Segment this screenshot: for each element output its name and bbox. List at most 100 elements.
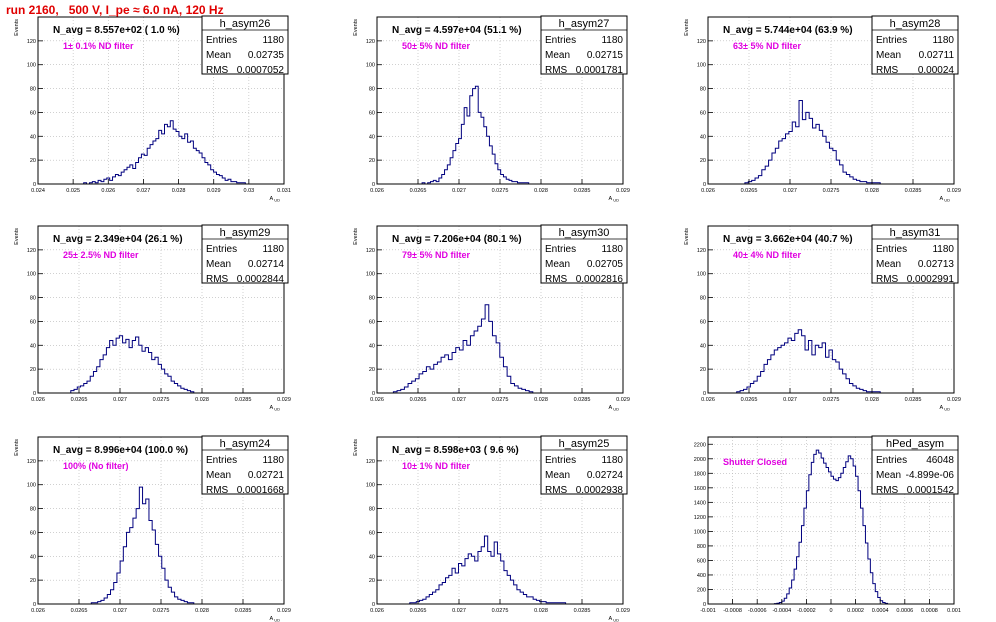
y-tick-label: 120 bbox=[27, 248, 36, 254]
x-tick-label: 0.0285 bbox=[574, 608, 591, 614]
stats-value: 0.0001668 bbox=[237, 485, 285, 496]
x-tick-label: 0.026 bbox=[370, 608, 384, 614]
y-tick-label: 80 bbox=[369, 87, 375, 93]
stats-value: 0.02711 bbox=[919, 50, 955, 61]
histogram-panel-h_asym30: 0.026 0.0265 0.027 0.0275 0.028 0.0285 0.029 0 2… bbox=[353, 224, 630, 412]
y-tick-label: 40 bbox=[30, 554, 36, 560]
y-tick-label: 80 bbox=[700, 296, 706, 302]
stats-box-title: h_asym28 bbox=[890, 18, 941, 30]
histogram-line-h_asym29 bbox=[70, 335, 195, 393]
x-tick-label: 0.0265 bbox=[410, 608, 427, 614]
x-tick-label: 0.0285 bbox=[574, 397, 591, 403]
filter-annotation: 40± 4% ND filter bbox=[733, 250, 801, 260]
y-axis-label: Events bbox=[353, 439, 359, 456]
y-tick-label: 20 bbox=[369, 158, 375, 164]
y-tick-label: 1000 bbox=[694, 529, 706, 535]
stats-box bbox=[201, 435, 289, 495]
x-tick-label: 0.0008 bbox=[921, 608, 938, 614]
filter-annotation: Shutter Closed bbox=[723, 457, 787, 467]
x-tick-label: -0.0008 bbox=[723, 608, 742, 614]
filter-annotation: 1± 0.1% ND filter bbox=[63, 41, 134, 51]
y-tick-label: 0 bbox=[33, 391, 36, 397]
x-tick-label: 0.0265 bbox=[71, 397, 88, 403]
y-tick-label: 40 bbox=[369, 554, 375, 560]
stats-box bbox=[201, 224, 289, 284]
stats-value: 1180 bbox=[262, 35, 284, 46]
stats-value: 46048 bbox=[926, 455, 954, 466]
y-tick-label: 200 bbox=[697, 587, 706, 593]
x-tick-label: 0.0265 bbox=[410, 188, 427, 194]
y-tick-label: 100 bbox=[27, 272, 36, 278]
y-axis-label: Events bbox=[14, 439, 20, 456]
x-tick-label: 0.0275 bbox=[823, 188, 840, 194]
filter-annotation: 63± 5% ND filter bbox=[733, 41, 801, 51]
x-tick-label: 0.028 bbox=[172, 188, 186, 194]
stats-value: 1180 bbox=[601, 35, 623, 46]
panel-title-navg: N_avg = 4.597e+04 (51.1 %) bbox=[392, 25, 522, 36]
y-tick-label: 400 bbox=[697, 573, 706, 579]
y-tick-label: 120 bbox=[366, 459, 375, 465]
stats-box bbox=[540, 15, 628, 75]
x-tick-label: 0.0002 bbox=[847, 608, 864, 614]
x-axis-label-subscript: UD bbox=[943, 407, 950, 412]
stats-label: Mean bbox=[545, 50, 570, 61]
y-tick-label: 120 bbox=[366, 248, 375, 254]
x-tick-label: 0.0006 bbox=[896, 608, 913, 614]
x-axis-label-subscript: UD bbox=[943, 198, 950, 203]
stats-value: 0.0001542 bbox=[907, 485, 955, 496]
histogram-line-h_asym25 bbox=[409, 535, 567, 604]
x-tick-label: 0.028 bbox=[195, 608, 209, 614]
panel-title-navg: N_avg = 5.744e+04 (63.9 %) bbox=[723, 25, 853, 36]
x-tick-label: 0.029 bbox=[616, 188, 630, 194]
x-tick-label: 0.0285 bbox=[905, 397, 922, 403]
x-axis-label: A UD bbox=[269, 405, 280, 412]
x-tick-label: 0.001 bbox=[947, 608, 961, 614]
x-tick-label: 0.028 bbox=[865, 188, 879, 194]
y-tick-label: 0 bbox=[372, 182, 375, 188]
panel-title-navg: N_avg = 7.206e+04 (80.1 %) bbox=[392, 234, 522, 245]
x-tick-label: 0.028 bbox=[534, 608, 548, 614]
stats-label: Mean bbox=[206, 470, 231, 481]
x-tick-label: 0.029 bbox=[616, 397, 630, 403]
y-tick-label: 0 bbox=[703, 182, 706, 188]
stats-box-title: h_asym24 bbox=[220, 438, 271, 450]
x-tick-label: 0.024 bbox=[31, 188, 45, 194]
x-tick-label: 0.027 bbox=[452, 397, 466, 403]
stats-value: 0.0002844 bbox=[237, 274, 285, 285]
x-tick-label: -0.001 bbox=[700, 608, 716, 614]
x-tick-label: 0.029 bbox=[947, 397, 961, 403]
y-tick-label: 600 bbox=[697, 558, 706, 564]
y-tick-label: 100 bbox=[697, 272, 706, 278]
x-tick-label: 0.026 bbox=[370, 397, 384, 403]
stats-label: Mean bbox=[545, 470, 570, 481]
y-tick-label: 40 bbox=[30, 343, 36, 349]
stats-value: 0.02715 bbox=[587, 50, 624, 61]
stats-box-title: h_asym31 bbox=[890, 227, 941, 239]
histogram-line-h_asym24 bbox=[90, 486, 195, 604]
x-tick-label: 0.027 bbox=[783, 397, 797, 403]
y-tick-label: 120 bbox=[366, 39, 375, 45]
x-tick-label: 0.0275 bbox=[153, 397, 170, 403]
stats-label: RMS bbox=[876, 65, 899, 76]
y-tick-label: 40 bbox=[700, 343, 706, 349]
y-tick-label: 20 bbox=[369, 578, 375, 584]
stats-value: 0.0001781 bbox=[576, 65, 624, 76]
y-tick-label: 0 bbox=[372, 602, 375, 608]
x-tick-label: 0.029 bbox=[277, 608, 291, 614]
stats-label: RMS bbox=[545, 65, 568, 76]
y-axis-label: Events bbox=[353, 19, 359, 36]
histogram-panel-h_asym25: 0.026 0.0265 0.027 0.0275 0.028 0.0285 0.029 0 2… bbox=[353, 435, 630, 622]
x-tick-label: 0.027 bbox=[113, 608, 127, 614]
stats-box-title: hPed_asym bbox=[886, 438, 944, 450]
y-tick-label: 40 bbox=[369, 134, 375, 140]
y-tick-label: 60 bbox=[30, 530, 36, 536]
y-tick-label: 60 bbox=[30, 319, 36, 325]
x-tick-label: 0.0275 bbox=[823, 397, 840, 403]
y-tick-label: 60 bbox=[700, 110, 706, 116]
x-axis-label-subscript: UD bbox=[273, 407, 280, 412]
y-tick-label: 1200 bbox=[694, 515, 706, 521]
stats-label: Entries bbox=[876, 244, 907, 255]
x-tick-label: 0.026 bbox=[701, 397, 715, 403]
histogram-line-h_asym28 bbox=[744, 100, 881, 184]
